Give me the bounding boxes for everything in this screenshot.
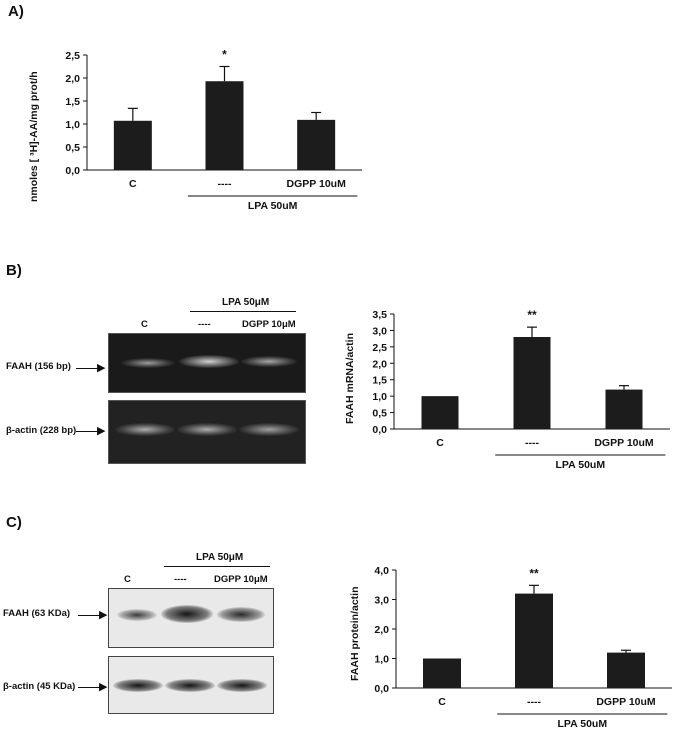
arrow-right-icon: ▶ — [99, 681, 108, 693]
gel-band — [179, 355, 239, 368]
bar — [607, 652, 645, 688]
blot-c-actin-image — [108, 656, 274, 714]
bar — [421, 396, 459, 429]
gel-band — [241, 356, 297, 367]
gel-b-lane-dgpp: DGPP 10μM — [242, 319, 296, 330]
y-tick-label: 0,0 — [372, 424, 387, 436]
blot-band — [113, 679, 163, 692]
y-tick-label: 1,0 — [65, 119, 80, 131]
blot-c-faah-image — [108, 588, 274, 648]
y-tick-label: 4,0 — [374, 565, 389, 577]
y-tick-label: 1,5 — [65, 96, 80, 108]
y-tick-label: 3,0 — [374, 595, 389, 607]
category-label: C — [129, 178, 137, 190]
panel-label-c: C) — [6, 514, 22, 531]
y-tick-label: 0,5 — [372, 408, 387, 420]
chart-a-ylabel: nmoles [ ³H]-AA/mg prot/h — [28, 71, 40, 202]
blot-c-treatment-header: LPA 50μM — [196, 552, 244, 563]
bar — [423, 658, 461, 688]
blot-band — [165, 679, 215, 692]
category-label: ---- — [527, 696, 541, 708]
blot-band — [117, 609, 157, 621]
y-tick-label: 2,0 — [374, 624, 389, 636]
blot-c-treatment-line — [164, 566, 270, 567]
bar — [297, 119, 336, 170]
gel-b-treatment-line — [190, 311, 296, 312]
arrow-shaft — [76, 368, 99, 369]
gel-band — [177, 423, 237, 436]
significance-label: ** — [527, 308, 537, 322]
category-label: C — [438, 696, 446, 708]
arrow-right-icon: ▶ — [97, 425, 106, 437]
category-label: ---- — [218, 178, 232, 190]
chart-a: 0,0 0,5 1,0 1,5 2,0 2,5 C * ---- DGPP 10uM LPA 50u… — [65, 48, 362, 212]
gel-band — [121, 358, 175, 368]
blot-c-row-faah: FAAH (63 KDa) — [3, 608, 71, 619]
gel-band — [115, 423, 175, 436]
y-tick-label: 2,5 — [372, 342, 387, 354]
chart-b: 0,0 0,5 1,0 1,5 2,0 2,5 3,0 3,5 C ** ---- DGPP 10uM… — [372, 308, 670, 471]
arrow-right-icon: ▶ — [99, 609, 108, 621]
chart-c: 0,0 1,0 2,0 3,0 4,0 C ** ---- DGPP 10uM LPA 50uM — [374, 565, 672, 730]
y-tick-label: 3,5 — [372, 309, 387, 321]
arrow-shaft — [76, 431, 99, 432]
category-label: ---- — [525, 437, 539, 449]
blot-c-lane-c: C — [124, 574, 131, 585]
blot-c-lane-lpa: ---- — [174, 574, 187, 585]
chart-c-ylabel: FAAH protein/actin — [349, 586, 361, 681]
gel-b-lane-lpa: ---- — [198, 319, 211, 330]
y-tick-label: 2,0 — [372, 358, 387, 370]
bar — [113, 120, 152, 170]
y-tick-label: 2,0 — [65, 73, 80, 85]
gel-b-row-faah: FAAH (156 bp) — [6, 361, 71, 372]
category-label: DGPP 10uM — [287, 178, 347, 190]
gel-b-faah-image — [108, 333, 306, 393]
chart-b-ylabel: FAAH mRNA/actin — [344, 332, 356, 424]
y-tick-label: 1,5 — [372, 375, 387, 387]
bar — [513, 337, 551, 429]
blot-c-row-actin: β-actin (45 KDa) — [3, 681, 76, 692]
y-tick-label: 1,0 — [372, 391, 387, 403]
panel-label-a: A) — [8, 3, 24, 20]
gel-b-treatment-header: LPA 50μM — [222, 297, 270, 308]
y-tick-label: 3,0 — [372, 325, 387, 337]
group-label: LPA 50uM — [556, 459, 606, 471]
gel-b-row-actin: β-actin (228 bp) — [6, 425, 77, 436]
arrow-shaft — [78, 615, 101, 616]
blot-band — [217, 679, 267, 692]
significance-label: * — [222, 48, 227, 62]
category-label: DGPP 10uM — [594, 437, 654, 449]
panel-label-b: B) — [6, 262, 22, 279]
bar — [605, 389, 643, 429]
y-tick-label: 1,0 — [374, 654, 389, 666]
category-label: C — [436, 437, 444, 449]
bar — [515, 593, 553, 688]
y-tick-label: 0,5 — [65, 142, 80, 154]
category-label: DGPP 10uM — [596, 696, 656, 708]
blot-band — [161, 605, 213, 623]
gel-b-lane-c: C — [141, 319, 148, 330]
significance-label: ** — [529, 566, 539, 580]
y-tick-label: 0,0 — [65, 165, 80, 177]
gel-b-actin-image — [108, 400, 306, 464]
y-tick-label: 0,0 — [374, 683, 389, 695]
blot-band — [217, 607, 265, 622]
group-label: LPA 50uM — [248, 200, 298, 212]
y-tick-label: 2,5 — [65, 50, 80, 62]
arrow-right-icon: ▶ — [97, 362, 106, 374]
blot-c-lane-dgpp: DGPP 10μM — [214, 574, 268, 585]
gel-band — [239, 423, 299, 436]
arrow-shaft — [78, 687, 101, 688]
bar — [205, 81, 244, 170]
group-label: LPA 50uM — [558, 718, 608, 730]
